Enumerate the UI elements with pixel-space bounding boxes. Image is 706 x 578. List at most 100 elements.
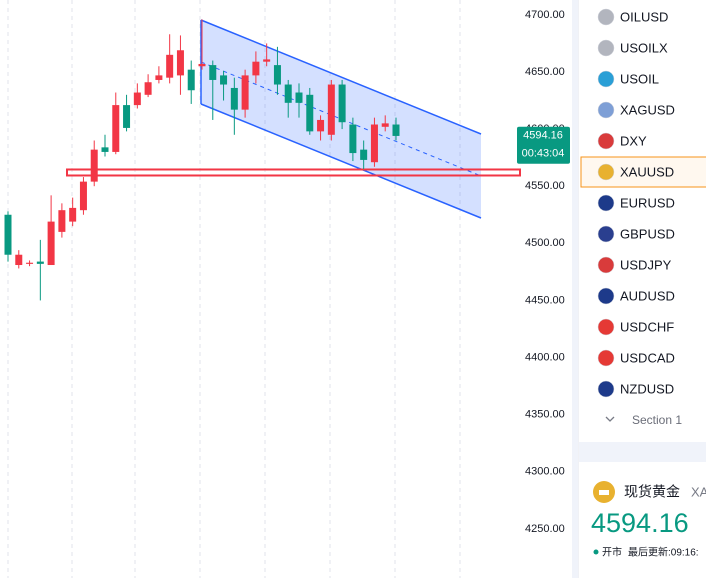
price-tag-value: 4594.16 <box>523 130 563 142</box>
candle-body <box>273 65 281 85</box>
symbol-icon <box>597 318 615 336</box>
symbol-icon <box>597 163 615 181</box>
candle-body <box>241 75 249 110</box>
y-tick-label: 4700.00 <box>525 9 565 21</box>
symbol-icon <box>597 8 615 26</box>
candle-body <box>90 149 98 182</box>
symbol-label: EURUSD <box>620 195 675 210</box>
symbol-icon <box>597 287 615 305</box>
candle-body <box>263 59 271 62</box>
symbol-label: DXY <box>620 133 647 148</box>
candle-body <box>392 124 400 136</box>
candle-body <box>133 92 141 106</box>
symbol-label: GBPUSD <box>620 226 675 241</box>
candle-body <box>360 149 368 160</box>
support-line <box>66 168 521 177</box>
symbol-icon <box>597 349 615 367</box>
symbol-label: USDCAD <box>620 350 675 365</box>
watchlist-row[interactable]: NZDUSD <box>597 380 674 398</box>
candle-body <box>47 221 55 266</box>
candle-body <box>284 84 292 103</box>
symbol-label: XAGUSD <box>620 102 675 117</box>
candle-body <box>101 147 109 152</box>
watchlist-row[interactable]: USDJPY <box>597 256 672 274</box>
candle-body <box>252 61 260 76</box>
symbol-icon <box>597 39 615 57</box>
watchlist-row[interactable]: OILUSD <box>597 8 668 26</box>
symbol-icon <box>597 101 615 119</box>
symbol-label: AUDUSD <box>620 288 675 303</box>
symbol-icon <box>597 225 615 243</box>
candle-body <box>370 124 378 163</box>
candle-body <box>381 123 389 127</box>
candle-body <box>123 105 131 128</box>
symbol-label: OILUSD <box>620 9 668 24</box>
watchlist-row[interactable]: EURUSD <box>597 194 675 212</box>
watchlist-row[interactable]: USOILX <box>597 39 668 57</box>
candle-body <box>26 262 34 264</box>
symbol-label: NZDUSD <box>620 381 674 396</box>
y-tick-label: 4350.00 <box>525 409 565 421</box>
symbol-icon <box>597 70 615 88</box>
candle-body <box>230 87 238 110</box>
candle-body <box>306 94 314 132</box>
candle-body <box>349 124 357 154</box>
symbol-icon <box>597 256 615 274</box>
symbol-icon <box>597 194 615 212</box>
quote-status: 开市 <box>602 546 622 559</box>
candle-body <box>338 84 346 123</box>
quote-updated: 最后更新:09:16: <box>628 546 699 559</box>
y-tick-label: 4250.00 <box>525 523 565 535</box>
candle-body <box>79 181 87 211</box>
section-row[interactable]: Section 1 <box>605 413 682 427</box>
watchlist-row[interactable]: XAUUSD <box>580 156 706 188</box>
y-tick-label: 4550.00 <box>525 180 565 192</box>
candle-body <box>69 207 77 222</box>
plot <box>4 19 521 301</box>
candle-body <box>155 75 163 80</box>
candle-body <box>220 75 228 85</box>
watchlist-row[interactable]: AUDUSD <box>597 287 675 305</box>
watchlist-row[interactable]: XAGUSD <box>597 101 675 119</box>
y-tick-label: 4300.00 <box>525 466 565 478</box>
watchlist-row[interactable]: DXY <box>597 132 647 150</box>
y-tick-label: 4450.00 <box>525 294 565 306</box>
watchlist-row[interactable]: GBPUSD <box>597 225 675 243</box>
candle-body <box>327 84 335 135</box>
price-axis: 4250.00 4300.00 4350.00 4400.00 4450.00 4500.… <box>517 9 570 535</box>
candle-body <box>4 214 12 255</box>
candle-body <box>187 69 195 91</box>
candle-body <box>166 54 174 78</box>
candle-body <box>112 105 120 152</box>
panel-gap <box>579 442 706 462</box>
candle-body <box>58 210 66 232</box>
symbol-label: USDJPY <box>620 257 672 272</box>
section-label: Section 1 <box>632 413 682 427</box>
price-tag <box>517 126 570 164</box>
symbol-label: USDCHF <box>620 319 674 334</box>
symbol-icon <box>597 132 615 150</box>
quote-symbol: XA <box>691 484 706 499</box>
candle-body <box>295 92 303 103</box>
candle-body <box>176 50 184 76</box>
symbol-label: USOILX <box>620 40 668 55</box>
watchlist-row[interactable]: USOIL <box>597 70 659 88</box>
watchlist-row[interactable]: USDCHF <box>597 318 674 336</box>
candle-body <box>317 119 325 132</box>
symbol-label: USOIL <box>620 71 659 86</box>
y-tick-label: 4400.00 <box>525 351 565 363</box>
y-tick-label: 4500.00 <box>525 237 565 249</box>
scrollbar <box>572 0 578 578</box>
symbol-label: XAUUSD <box>620 164 674 179</box>
quote-panel: 现货黄金 XA 4594.16 开市 最后更新:09:16: <box>591 481 706 559</box>
price-tag-countdown: 00:43:04 <box>522 148 565 160</box>
y-tick-label: 4650.00 <box>525 66 565 78</box>
candle-body <box>144 82 152 95</box>
watchlist: OILUSD USOILX USOIL XAGUSD DXY XAUUSD EURUSD GB… <box>580 8 706 398</box>
watchlist-row[interactable]: USDCAD <box>597 349 675 367</box>
candle-body <box>209 65 217 80</box>
candle-body <box>15 254 23 266</box>
symbol-icon <box>597 380 615 398</box>
quote-price: 4594.16 <box>591 508 689 538</box>
